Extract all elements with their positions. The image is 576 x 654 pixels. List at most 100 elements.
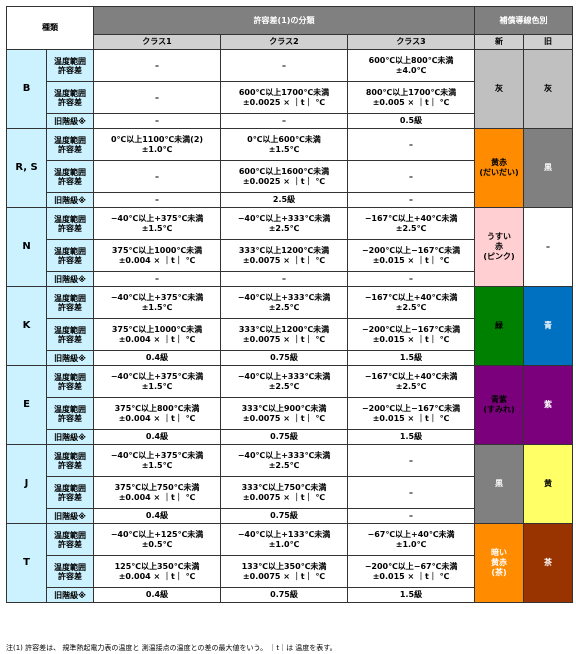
old-grade-label: 旧階級※ <box>46 113 94 129</box>
old-grade-value: 0.75級 <box>220 350 348 366</box>
type-cell: J <box>6 444 47 524</box>
range-tolerance-label: 温度範囲 許容差 <box>46 286 94 319</box>
class2-value: 0℃以上600℃未満 ±1.5℃ <box>220 128 348 161</box>
class3-header: クラス3 <box>346 34 476 50</box>
old-grade-value: 0.4級 <box>93 350 221 366</box>
footnote: 注(1) 許容差は、 規準熱起電力表の温度と 測温接点の温度との差の最大値をいう… <box>6 644 337 652</box>
old-grade-value: 0.75級 <box>220 587 348 603</box>
class3-value: −200℃以上−167℃未満 ±0.015 × ｜t｜ ℃ <box>346 397 476 430</box>
range-tolerance-label: 温度範囲 許容差 <box>46 318 94 351</box>
class1-value: 375℃以上1000℃未満 ±0.004 × ｜t｜ ℃ <box>93 239 221 272</box>
class2-value: – <box>220 49 348 82</box>
class3-value: −200℃以上−67℃未満 ±0.015 × ｜t｜ ℃ <box>346 555 476 588</box>
type-cell: N <box>6 207 47 287</box>
old-grade-value: – <box>346 508 476 524</box>
class3-value: −200℃以上−167℃未満 ±0.015 × ｜t｜ ℃ <box>346 318 476 351</box>
type-cell: K <box>6 286 47 366</box>
class2-value: 133℃以上350℃未満 ±0.0075 × ｜t｜ ℃ <box>220 555 348 588</box>
class3-value: 600℃以上800℃未満 ±4.0℃ <box>346 49 476 82</box>
range-tolerance-label: 温度範囲 許容差 <box>46 555 94 588</box>
old-grade-value: 2.5級 <box>220 192 348 208</box>
old-grade-value: 0.75級 <box>220 508 348 524</box>
range-tolerance-label: 温度範囲 許容差 <box>46 444 94 477</box>
class3-value: −200℃以上−167℃未満 ±0.015 × ｜t｜ ℃ <box>346 239 476 272</box>
class2-value: 333℃以上750℃未満 ±0.0075 × ｜t｜ ℃ <box>220 476 348 509</box>
class2-value: 333℃以上900℃未満 ±0.0075 × ｜t｜ ℃ <box>220 397 348 430</box>
new-color-cell: うすい 赤 (ピンク) <box>474 207 525 287</box>
class1-value: −40℃以上+375℃未満 ±1.5℃ <box>93 286 221 319</box>
old-grade-value: – <box>93 113 221 129</box>
thermocouple-tolerance-table: 種類 許容差(1)の分類 補償導線色別 クラス1 クラス2 クラス3 新 旧 B… <box>6 6 574 603</box>
old-grade-label: 旧階級※ <box>46 587 94 603</box>
range-tolerance-label: 温度範囲 許容差 <box>46 49 94 82</box>
range-tolerance-label: 温度範囲 許容差 <box>46 397 94 430</box>
class2-value: −40℃以上+333℃未満 ±2.5℃ <box>220 444 348 477</box>
range-tolerance-label: 温度範囲 許容差 <box>46 476 94 509</box>
old-color-cell: 黄 <box>523 444 574 524</box>
old-grade-label: 旧階級※ <box>46 508 94 524</box>
old-grade-value: 0.4級 <box>93 587 221 603</box>
class1-value: 375℃以上1000℃未満 ±0.004 × ｜t｜ ℃ <box>93 318 221 351</box>
old-grade-label: 旧階級※ <box>46 271 94 287</box>
new-color-cell: 青紫 (すみれ) <box>474 365 525 445</box>
tolerance-class-header: 許容差(1)の分類 <box>92 6 476 35</box>
new-color-cell: 緑 <box>474 286 525 366</box>
old-grade-value: – <box>93 192 221 208</box>
range-tolerance-label: 温度範囲 許容差 <box>46 239 94 272</box>
class2-value: −40℃以上+133℃未満 ±1.0℃ <box>220 523 348 556</box>
class3-value: – <box>346 128 476 161</box>
lead-color-header: 補償導線色別 <box>474 6 574 35</box>
class1-value: 125℃以上350℃未満 ±0.004 × ｜t｜ ℃ <box>93 555 221 588</box>
old-grade-value: – <box>220 271 348 287</box>
class3-value: −167℃以上+40℃未満 ±2.5℃ <box>346 286 476 319</box>
type-cell: T <box>6 523 47 603</box>
class2-value: −40℃以上+333℃未満 ±2.5℃ <box>220 286 348 319</box>
new-color-header: 新 <box>474 34 525 50</box>
class3-value: – <box>346 476 476 509</box>
old-grade-value: – <box>346 192 476 208</box>
new-color-cell: 黒 <box>474 444 525 524</box>
class3-value: – <box>346 444 476 477</box>
old-color-cell: – <box>523 207 574 287</box>
class1-value: 375℃以上750℃未満 ±0.004 × ｜t｜ ℃ <box>93 476 221 509</box>
class3-value: −67℃以上+40℃未満 ±1.0℃ <box>346 523 476 556</box>
class3-value: – <box>346 160 476 193</box>
class1-value: −40℃以上+125℃未満 ±0.5℃ <box>93 523 221 556</box>
range-tolerance-label: 温度範囲 許容差 <box>46 160 94 193</box>
old-grade-value: – <box>346 271 476 287</box>
old-color-header: 旧 <box>523 34 574 50</box>
class3-value: −167℃以上+40℃未満 ±2.5℃ <box>346 207 476 240</box>
range-tolerance-label: 温度範囲 許容差 <box>46 128 94 161</box>
old-grade-value: – <box>220 113 348 129</box>
class2-value: 600℃以上1700℃未満 ±0.0025 × ｜t｜ ℃ <box>220 81 348 114</box>
class3-value: 800℃以上1700℃未満 ±0.005 × ｜t｜ ℃ <box>346 81 476 114</box>
old-grade-value: 0.4級 <box>93 429 221 445</box>
class1-value: – <box>93 160 221 193</box>
old-grade-label: 旧階級※ <box>46 192 94 208</box>
old-grade-label: 旧階級※ <box>46 429 94 445</box>
class2-value: 333℃以上1200℃未満 ±0.0075 × ｜t｜ ℃ <box>220 318 348 351</box>
class2-value: 600℃以上1600℃未満 ±0.0025 × ｜t｜ ℃ <box>220 160 348 193</box>
old-color-cell: 紫 <box>523 365 574 445</box>
class2-value: −40℃以上+333℃未満 ±2.5℃ <box>220 207 348 240</box>
type-cell: R, S <box>6 128 47 208</box>
class1-value: −40℃以上+375℃未満 ±1.5℃ <box>93 207 221 240</box>
range-tolerance-label: 温度範囲 許容差 <box>46 207 94 240</box>
range-tolerance-label: 温度範囲 許容差 <box>46 523 94 556</box>
class1-value: 375℃以上800℃未満 ±0.004 × ｜t｜ ℃ <box>93 397 221 430</box>
old-color-cell: 黒 <box>523 128 574 208</box>
old-grade-value: 1.5級 <box>346 587 476 603</box>
new-color-cell: 灰 <box>474 49 525 129</box>
class1-value: 0℃以上1100℃未満(2) ±1.0℃ <box>93 128 221 161</box>
class2-value: 333℃以上1200℃未満 ±0.0075 × ｜t｜ ℃ <box>220 239 348 272</box>
type-cell: E <box>6 365 47 445</box>
type-cell: B <box>6 49 47 129</box>
class3-value: −167℃以上+40℃未満 ±2.5℃ <box>346 365 476 398</box>
range-tolerance-label: 温度範囲 許容差 <box>46 81 94 114</box>
old-color-cell: 灰 <box>523 49 574 129</box>
old-grade-value: 0.4級 <box>93 508 221 524</box>
old-color-cell: 茶 <box>523 523 574 603</box>
old-grade-value: 0.5級 <box>346 113 476 129</box>
class1-value: −40℃以上+375℃未満 ±1.5℃ <box>93 444 221 477</box>
range-tolerance-label: 温度範囲 許容差 <box>46 365 94 398</box>
